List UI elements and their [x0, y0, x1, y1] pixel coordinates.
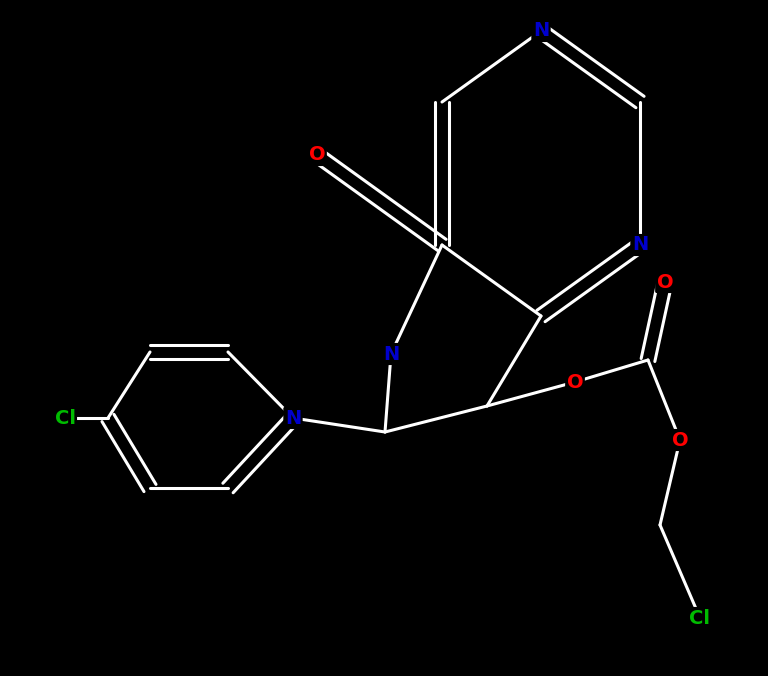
- Text: Cl: Cl: [690, 608, 710, 627]
- Text: O: O: [657, 272, 674, 291]
- Text: O: O: [309, 145, 326, 164]
- Text: N: N: [285, 408, 301, 427]
- Text: O: O: [672, 431, 688, 450]
- Text: N: N: [383, 345, 399, 364]
- Text: Cl: Cl: [55, 408, 75, 427]
- Text: N: N: [632, 235, 648, 254]
- Text: N: N: [533, 22, 549, 41]
- Text: O: O: [567, 372, 584, 391]
